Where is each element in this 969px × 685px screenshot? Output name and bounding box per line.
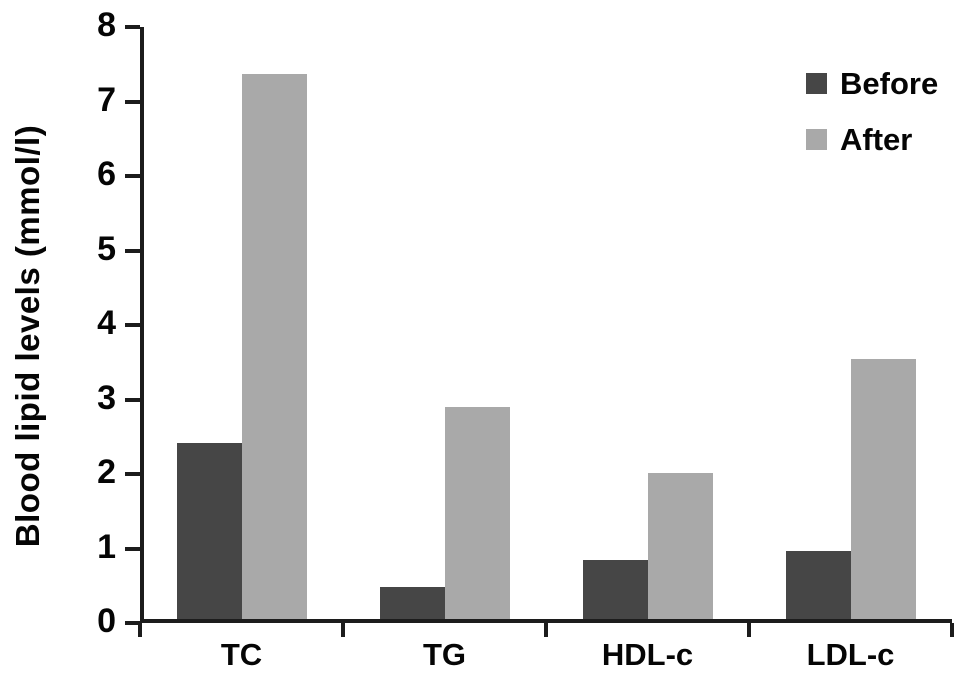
y-tick-label-2: 2	[97, 452, 116, 491]
legend-swatch-icon	[806, 72, 827, 94]
y-tick-5	[125, 248, 140, 253]
y-tick-label-6: 6	[97, 154, 116, 193]
y-tick-label-7: 7	[97, 80, 116, 119]
legend: Before After	[806, 62, 938, 174]
legend-swatch-icon	[806, 128, 827, 150]
bar-after-hdl-c	[647, 473, 713, 623]
y-tick-label-4: 4	[97, 303, 116, 342]
x-category-label-tg: TG	[422, 637, 467, 672]
y-tick-label-0: 0	[97, 601, 116, 640]
bar-after-tg	[444, 407, 510, 623]
x-category-label-hdl-c: HDL-c	[601, 637, 694, 672]
y-tick-0	[125, 621, 140, 625]
bar-after-tc	[241, 74, 307, 623]
y-tick-4	[125, 323, 140, 327]
y-tick-8	[125, 25, 140, 29]
bar-before-tc	[176, 443, 242, 623]
y-tick-7	[125, 99, 140, 104]
y-tick-1	[125, 546, 140, 551]
legend-item-before: Before	[806, 62, 938, 104]
y-tick-label-3: 3	[97, 378, 116, 417]
legend-label: After	[840, 121, 913, 157]
bar-before-ldl-c	[785, 551, 851, 623]
bar-after-ldl-c	[850, 359, 916, 623]
x-tick-2	[544, 623, 548, 637]
x-tick-3	[747, 623, 751, 637]
x-category-label-tc: TC	[220, 637, 263, 672]
bar-before-tg	[379, 587, 445, 623]
x-category-label-ldl-c: LDL-c	[806, 637, 895, 672]
y-tick-6	[125, 174, 140, 178]
x-tick-1	[341, 623, 345, 637]
y-tick-3	[125, 397, 140, 402]
y-tick-label-8: 8	[97, 5, 116, 44]
x-tick-0	[138, 623, 142, 637]
y-tick-2	[125, 472, 140, 476]
bar-before-hdl-c	[582, 560, 648, 623]
x-tick-4	[950, 623, 954, 637]
y-axis-title: Blood lipid levels (mmol/l)	[9, 124, 46, 548]
y-tick-label-1: 1	[97, 527, 116, 566]
legend-label: Before	[840, 65, 939, 101]
legend-item-after: After	[806, 118, 938, 160]
y-tick-label-5: 5	[97, 229, 116, 268]
